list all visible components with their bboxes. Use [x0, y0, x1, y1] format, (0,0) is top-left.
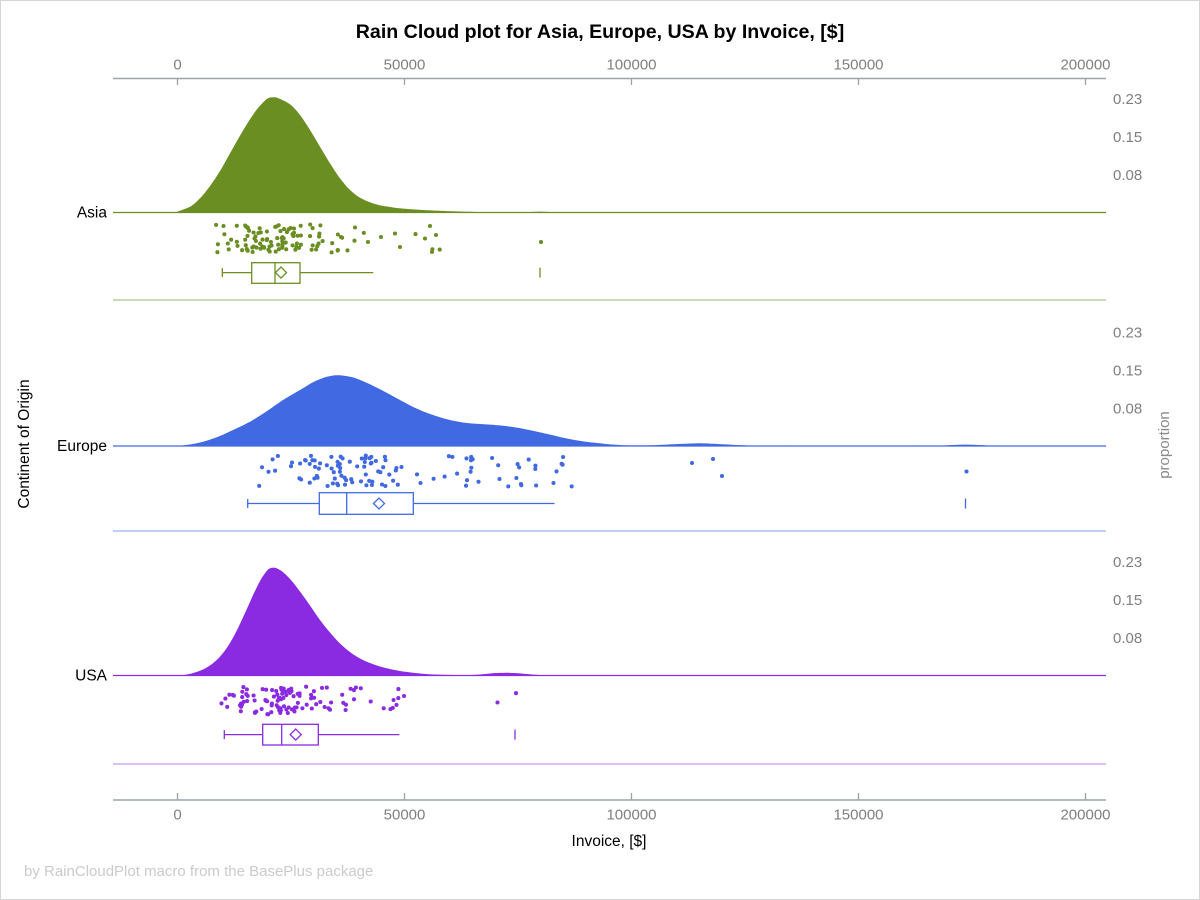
svg-text:200000: 200000 [1060, 807, 1110, 824]
svg-text:0.23: 0.23 [1113, 91, 1142, 108]
svg-text:USA: USA [75, 668, 108, 685]
svg-text:by RainCloudPlot macro from th: by RainCloudPlot macro from the BasePlus… [24, 863, 373, 880]
svg-text:0.08: 0.08 [1113, 630, 1142, 647]
svg-text:200000: 200000 [1060, 57, 1110, 74]
svg-text:proportion: proportion [1156, 411, 1173, 479]
svg-text:0: 0 [173, 57, 181, 74]
svg-text:0.23: 0.23 [1113, 554, 1142, 571]
svg-text:150000: 150000 [833, 807, 883, 824]
svg-text:Rain Cloud plot for Asia, Euro: Rain Cloud plot for Asia, Europe, USA by… [356, 21, 844, 43]
svg-text:0.15: 0.15 [1113, 129, 1142, 146]
svg-text:0.15: 0.15 [1113, 592, 1142, 609]
svg-text:150000: 150000 [833, 57, 883, 74]
svg-text:0.08: 0.08 [1113, 167, 1142, 184]
svg-text:0: 0 [173, 807, 181, 824]
svg-text:Invoice, [$]: Invoice, [$] [572, 833, 647, 850]
svg-text:Continent of Origin: Continent of Origin [16, 379, 33, 508]
svg-text:Europe: Europe [57, 438, 107, 455]
svg-text:50000: 50000 [384, 807, 426, 824]
svg-text:Asia: Asia [77, 205, 108, 222]
svg-text:0.23: 0.23 [1113, 325, 1142, 342]
svg-text:100000: 100000 [606, 807, 656, 824]
svg-text:50000: 50000 [384, 57, 426, 74]
svg-text:0.08: 0.08 [1113, 401, 1142, 418]
svg-text:0.15: 0.15 [1113, 363, 1142, 380]
svg-text:100000: 100000 [606, 57, 656, 74]
